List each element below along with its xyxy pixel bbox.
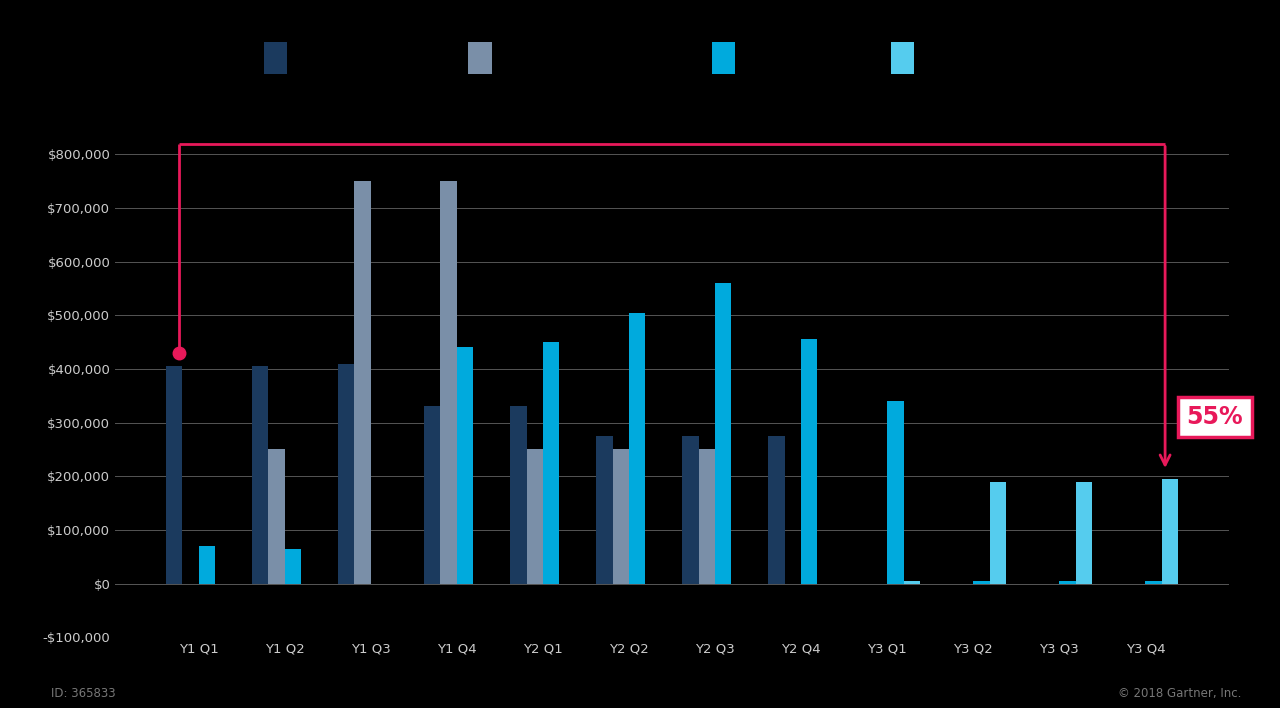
Bar — [338, 363, 355, 583]
Bar — [887, 401, 904, 583]
Bar — [1075, 481, 1092, 583]
Bar — [543, 342, 559, 583]
Bar — [166, 366, 182, 583]
Bar — [989, 481, 1006, 583]
Bar — [198, 546, 215, 583]
Bar — [904, 581, 920, 583]
Bar — [269, 450, 284, 583]
Bar — [424, 406, 440, 583]
Bar — [457, 348, 474, 583]
Text: ID: 365833: ID: 365833 — [51, 687, 115, 700]
Bar — [716, 283, 731, 583]
Text: 55%: 55% — [1187, 405, 1243, 429]
Text: © 2018 Gartner, Inc.: © 2018 Gartner, Inc. — [1119, 687, 1242, 700]
Bar — [1162, 479, 1178, 583]
Bar — [355, 181, 371, 583]
Bar — [511, 406, 526, 583]
Bar — [628, 312, 645, 583]
Bar — [596, 436, 613, 583]
Bar — [768, 436, 785, 583]
Bar — [284, 549, 301, 583]
Bar — [252, 366, 269, 583]
Bar — [699, 450, 716, 583]
Bar — [526, 450, 543, 583]
Bar — [440, 181, 457, 583]
Bar — [1146, 581, 1162, 583]
Bar — [682, 436, 699, 583]
Bar — [801, 339, 818, 583]
Bar — [1060, 581, 1075, 583]
Bar — [973, 581, 989, 583]
Bar — [613, 450, 628, 583]
